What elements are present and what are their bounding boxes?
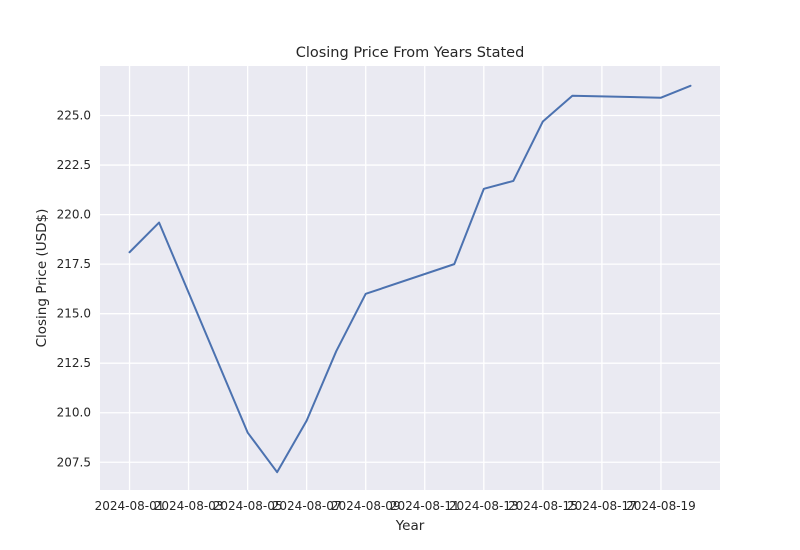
- y-axis-label: Closing Price (USD$): [34, 209, 50, 348]
- x-tick-label: 2024-08-13: [449, 499, 519, 513]
- x-tick-label: 2024-08-03: [154, 499, 224, 513]
- x-tick-label: 2024-08-11: [390, 499, 460, 513]
- chart-title: Closing Price From Years Stated: [296, 45, 525, 61]
- series-line: [128, 84, 692, 474]
- y-tick-label: 212.5: [57, 356, 91, 370]
- x-tick-label: 2024-08-07: [272, 499, 342, 513]
- x-tick-label: 2024-08-17: [567, 499, 637, 513]
- y-tick-label: 217.5: [57, 257, 91, 271]
- y-tick-label: 207.5: [57, 455, 91, 469]
- y-ticks: 207.5 210.0 212.5 215.0 217.5 220.0 222.5 225.0: [57, 109, 91, 470]
- y-tick-label: 220.0: [57, 208, 91, 222]
- y-tick-label: 225.0: [57, 109, 91, 123]
- x-tick-label: 2024-08-15: [508, 499, 578, 513]
- x-tick-label: 2024-08-19: [626, 499, 696, 513]
- y-tick-label: 222.5: [57, 158, 91, 172]
- y-tick-label: 210.0: [57, 406, 91, 420]
- x-tick-label: 2024-08-09: [331, 499, 401, 513]
- x-tick-label: 2024-08-01: [95, 499, 165, 513]
- y-tick-label: 215.0: [57, 307, 91, 321]
- x-axis-label: Year: [395, 518, 425, 534]
- grid: [100, 66, 720, 490]
- x-tick-label: 2024-08-05: [213, 499, 283, 513]
- x-ticks: 2024-08-012024-08-032024-08-052024-08-07…: [95, 499, 696, 513]
